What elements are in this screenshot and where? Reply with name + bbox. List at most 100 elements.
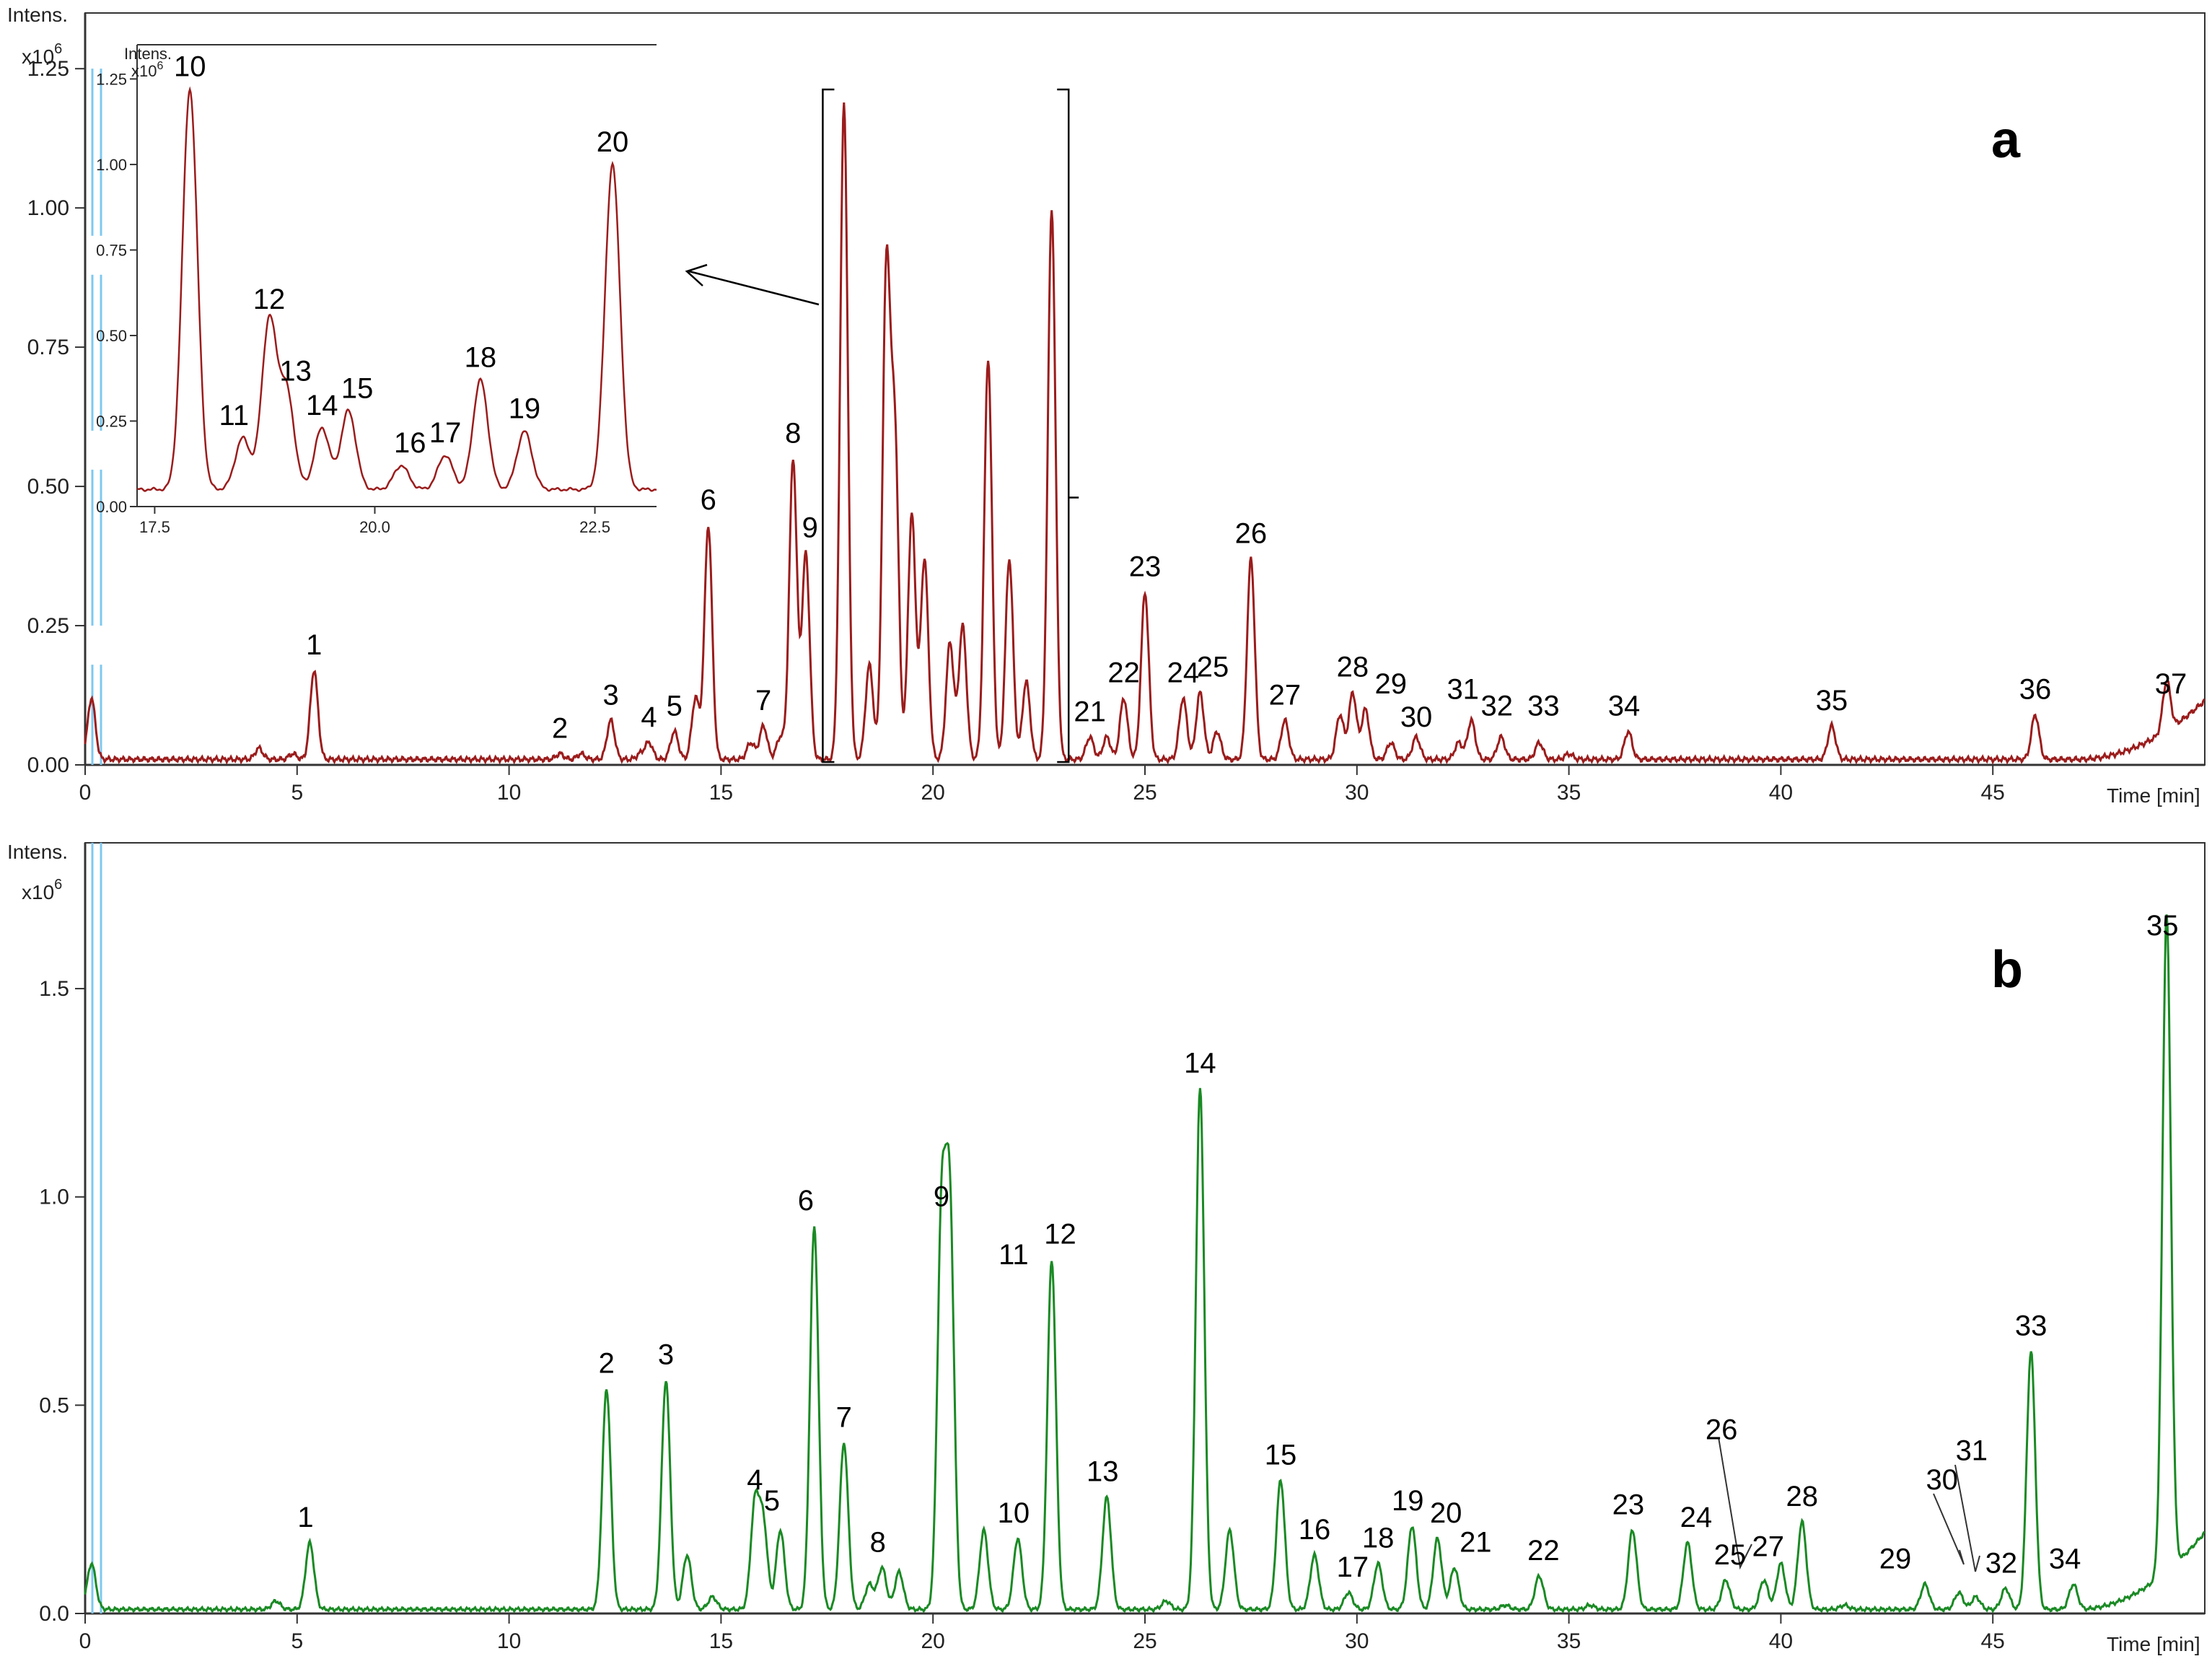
panel-a-markers xyxy=(91,69,102,765)
peak-label-27: 27 xyxy=(1752,1531,1785,1562)
peak-label-2: 2 xyxy=(552,713,568,745)
peak-label-25: 25 xyxy=(1714,1539,1747,1571)
inset-pointer-arrow xyxy=(688,270,820,306)
inset-pointer-arrowhead xyxy=(685,263,708,286)
peak-label-9: 9 xyxy=(934,1181,949,1212)
peak-label-35: 35 xyxy=(2146,910,2179,942)
x-tick-label-45: 45 xyxy=(1981,781,2005,805)
inset-peak-label-11: 11 xyxy=(219,400,249,432)
peak-label-9: 9 xyxy=(802,512,818,544)
panel-a-inset: Intens. x106 17.5 20.0 22.5 0.00 0.25 0.50 0.7… xyxy=(96,44,657,536)
y-tick-label-1.00: 1.00 xyxy=(27,196,69,220)
peak-label-17: 17 xyxy=(1337,1551,1369,1583)
x-tick-label-20: 20 xyxy=(921,781,945,805)
peak-label-33: 33 xyxy=(2015,1310,2048,1341)
x-tick-label-35: 35 xyxy=(1557,1629,1581,1653)
peak-label-14: 14 xyxy=(1184,1048,1216,1080)
x-tick-label-5: 5 xyxy=(291,781,303,805)
peak-label-35: 35 xyxy=(1816,685,1848,717)
peak-label-37: 37 xyxy=(2155,668,2187,700)
peak-label-1: 1 xyxy=(297,1502,313,1533)
peak-label-4: 4 xyxy=(641,701,657,733)
x-tick-label-30: 30 xyxy=(1345,781,1369,805)
inset-trace xyxy=(136,86,657,492)
peak-label-10: 10 xyxy=(998,1497,1030,1529)
peak-label-12: 12 xyxy=(1044,1218,1076,1250)
peak-label-23: 23 xyxy=(1612,1489,1645,1521)
peak-30-leader xyxy=(1933,1493,1965,1565)
panel-a-trace xyxy=(84,102,2206,765)
panel-b-y-axis-label: Intens. xyxy=(7,841,68,863)
peak-label-4: 4 xyxy=(747,1464,763,1496)
x-tick-label-45: 45 xyxy=(1981,1629,2005,1653)
peak-label-8: 8 xyxy=(870,1526,886,1558)
panel-a-x-axis-label: Time [min] xyxy=(2107,784,2200,807)
panel-a-y-unit-base: x10 xyxy=(22,45,54,68)
peak-label-8: 8 xyxy=(785,417,801,449)
peak-label-28: 28 xyxy=(1786,1481,1819,1512)
panel-b-y-unit: x106 xyxy=(22,877,62,903)
panel-b-y-unit-exp: 6 xyxy=(54,877,62,893)
x-tick-label-5: 5 xyxy=(291,1629,303,1653)
peak-label-15: 15 xyxy=(1265,1439,1297,1471)
inset-y-tick-label-3: 0.75 xyxy=(96,241,127,259)
peak-label-24: 24 xyxy=(1680,1502,1713,1533)
peak-label-31: 31 xyxy=(1447,674,1479,706)
y-tick-label-0.25: 0.25 xyxy=(27,614,69,638)
x-tick-label-40: 40 xyxy=(1769,781,1793,805)
inset-peak-label-20: 20 xyxy=(597,126,629,158)
peak-label-32: 32 xyxy=(1985,1547,2018,1579)
y-tick-label-0.50: 0.50 xyxy=(27,475,69,499)
peak-label-7: 7 xyxy=(755,685,771,717)
peak-label-29: 29 xyxy=(1879,1543,1912,1575)
x-tick-label-10: 10 xyxy=(497,781,521,805)
panel-b-x-axis-label: Time [min] xyxy=(2107,1633,2200,1655)
inset-peak-label-13: 13 xyxy=(279,356,312,387)
peak-label-13: 13 xyxy=(1087,1455,1119,1487)
inset-peak-label-17: 17 xyxy=(429,417,462,449)
peak-label-22: 22 xyxy=(1527,1535,1560,1567)
peak-label-2: 2 xyxy=(599,1347,615,1379)
inset-x-tick-label-2: 22.5 xyxy=(579,518,610,536)
x-tick-label-15: 15 xyxy=(709,781,733,805)
panel-b-y-unit-base: x10 xyxy=(22,881,54,903)
x-tick-label-15: 15 xyxy=(709,1629,733,1653)
peak-label-11: 11 xyxy=(999,1239,1029,1271)
inset-x-tick-label-1: 20.0 xyxy=(359,518,390,536)
peak-label-28: 28 xyxy=(1337,652,1369,683)
panel-a: Intens. x106 Time [min] a 0 5 10 15 20 25 30 35… xyxy=(7,4,2206,807)
inset-ticks: 17.5 20.0 22.5 0.00 0.25 0.50 0.75 1.00 1.25 xyxy=(96,70,610,536)
peak-label-29: 29 xyxy=(1375,668,1408,700)
peak-label-24: 24 xyxy=(1167,657,1200,688)
peak-label-34: 34 xyxy=(1608,691,1641,722)
peak-label-30: 30 xyxy=(1400,701,1433,733)
x-tick-label-25: 25 xyxy=(1133,781,1157,805)
peak-label-26: 26 xyxy=(1235,517,1268,549)
peak-label-22: 22 xyxy=(1107,657,1140,688)
panel-b-markers xyxy=(91,843,102,1613)
peak-label-34: 34 xyxy=(2049,1543,2081,1575)
inset-y-unit-base: x10 xyxy=(131,62,157,80)
x-tick-label-25: 25 xyxy=(1133,1629,1157,1653)
panel-a-y-unit: x106 xyxy=(22,41,62,68)
panel-b-letter: b xyxy=(1991,941,2023,999)
panel-a-y-axis-label: Intens. xyxy=(7,4,68,26)
peak-label-25: 25 xyxy=(1197,652,1229,683)
inset-y-tick-label-1: 0.25 xyxy=(96,412,127,430)
y-tick-label-1.5: 1.5 xyxy=(39,977,69,1001)
panel-b: Intens. x106 Time [min] b 0 5 10 15 20 25 30 35… xyxy=(7,841,2206,1655)
inset-background xyxy=(137,45,657,507)
inset-y-tick-label-2: 0.50 xyxy=(96,327,127,345)
peak-label-18: 18 xyxy=(1362,1523,1395,1554)
inset-y-tick-label-5: 1.25 xyxy=(96,70,127,88)
inset-y-axis-label: Intens. xyxy=(124,45,172,63)
panel-b-trace xyxy=(84,914,2206,1614)
peak-label-23: 23 xyxy=(1129,551,1162,583)
peak-label-21: 21 xyxy=(1074,696,1106,727)
x-tick-label-0: 0 xyxy=(79,781,92,805)
inset-peak-label-16: 16 xyxy=(394,427,426,459)
peak-26-leader xyxy=(1718,1437,1752,1570)
peak-label-3: 3 xyxy=(658,1339,674,1371)
